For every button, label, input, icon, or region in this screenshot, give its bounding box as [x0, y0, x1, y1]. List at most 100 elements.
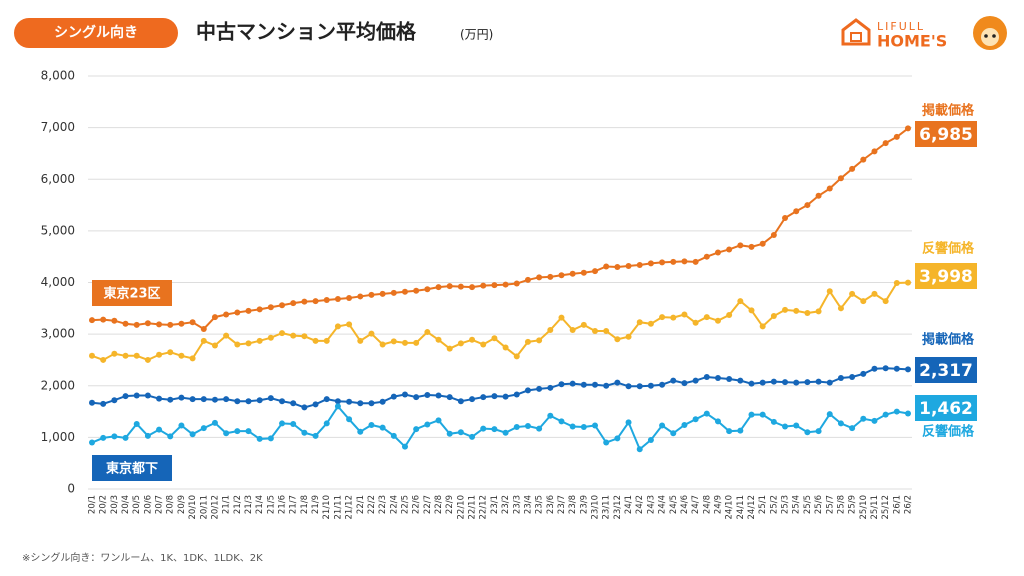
- point: [368, 400, 375, 407]
- x-tick-label: 24/1: [624, 495, 634, 514]
- point: [346, 416, 353, 423]
- point: [580, 381, 587, 388]
- x-tick-label: 20/4: [121, 495, 131, 514]
- point: [636, 261, 643, 268]
- legend-label: 掲載価格: [922, 103, 975, 119]
- x-tick-label: 23/12: [613, 495, 623, 520]
- point: [267, 395, 274, 402]
- point: [837, 175, 844, 182]
- point: [580, 424, 587, 431]
- point: [871, 148, 878, 155]
- point: [871, 290, 878, 297]
- point: [793, 422, 800, 429]
- point: [100, 400, 107, 407]
- point: [446, 394, 453, 401]
- point: [592, 268, 599, 275]
- point: [547, 326, 554, 333]
- point: [905, 366, 911, 373]
- point: [692, 319, 699, 326]
- point: [849, 425, 856, 432]
- point: [882, 365, 889, 372]
- point: [390, 393, 397, 400]
- point: [647, 320, 654, 327]
- point: [312, 432, 319, 439]
- point: [245, 307, 252, 314]
- point: [435, 392, 442, 399]
- point: [759, 379, 766, 386]
- x-tick-label: 21/6: [278, 495, 288, 514]
- point: [905, 410, 911, 417]
- point: [390, 338, 397, 345]
- point: [524, 338, 531, 345]
- point: [457, 340, 464, 347]
- point: [547, 384, 554, 391]
- point: [871, 417, 878, 424]
- point: [636, 319, 643, 326]
- x-tick-label: 23/1: [490, 495, 500, 514]
- x-tick-label: 21/2: [233, 495, 243, 514]
- point: [826, 185, 833, 192]
- y-tick-label: 8,000: [41, 69, 75, 83]
- point: [569, 326, 576, 333]
- point: [446, 283, 453, 290]
- point: [279, 302, 286, 309]
- x-tick-label: 24/4: [658, 495, 668, 514]
- point: [133, 392, 140, 399]
- point: [334, 323, 341, 330]
- point: [156, 321, 163, 328]
- point: [111, 397, 118, 404]
- point: [860, 298, 867, 305]
- point: [435, 336, 442, 343]
- annotation: 東京23区: [103, 286, 160, 302]
- point: [692, 377, 699, 384]
- x-tick-label: 25/6: [814, 495, 824, 514]
- point: [446, 345, 453, 352]
- x-tick-label: 20/10: [188, 495, 198, 520]
- point: [167, 321, 174, 328]
- point: [558, 314, 565, 321]
- point: [513, 391, 520, 398]
- point: [301, 404, 308, 411]
- x-tick-label: 21/12: [345, 495, 355, 520]
- y-tick-label: 3,000: [41, 327, 75, 341]
- x-tick-label: 24/3: [646, 495, 656, 514]
- point: [793, 208, 800, 215]
- point: [670, 314, 677, 321]
- point: [301, 333, 308, 340]
- point: [379, 398, 386, 405]
- point: [625, 333, 632, 340]
- point: [111, 317, 118, 324]
- point: [156, 351, 163, 358]
- point: [223, 332, 230, 339]
- point: [469, 396, 476, 403]
- point: [625, 262, 632, 269]
- point: [714, 249, 721, 256]
- y-tick-label: 6,000: [41, 172, 75, 186]
- point: [189, 355, 196, 362]
- point: [133, 420, 140, 427]
- point: [200, 396, 207, 403]
- point: [558, 418, 565, 425]
- point: [267, 304, 274, 311]
- point: [625, 383, 632, 390]
- point: [603, 263, 610, 270]
- point: [122, 393, 129, 400]
- point: [547, 273, 554, 280]
- point: [837, 305, 844, 312]
- point: [267, 334, 274, 341]
- point: [223, 311, 230, 318]
- x-tick-label: 20/11: [199, 495, 209, 520]
- x-tick-label: 20/9: [177, 495, 187, 514]
- point: [211, 396, 218, 403]
- x-tick-label: 24/6: [680, 495, 690, 514]
- point: [401, 391, 408, 398]
- point: [659, 422, 666, 429]
- point: [144, 320, 151, 327]
- point: [178, 422, 185, 429]
- y-tick-label: 2,000: [41, 378, 75, 392]
- point: [413, 394, 420, 401]
- point: [647, 436, 654, 443]
- point: [815, 308, 822, 315]
- x-tick-label: 22/12: [479, 495, 489, 520]
